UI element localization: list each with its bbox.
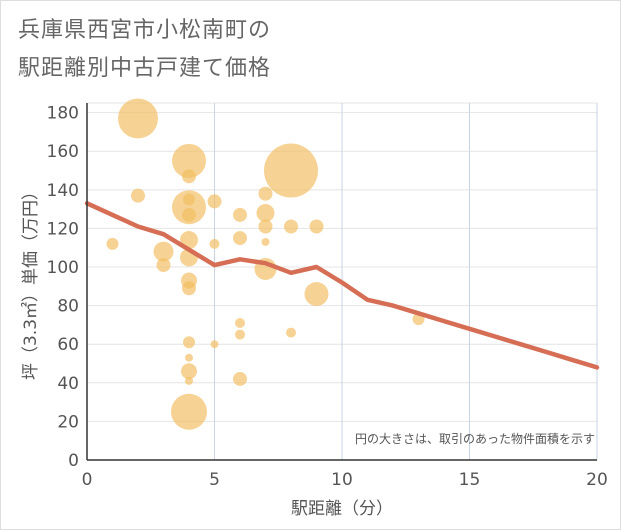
bubble: [261, 237, 270, 246]
y-tick-label: 20: [57, 412, 79, 432]
bubble: [233, 231, 247, 246]
bubble: [235, 317, 245, 328]
bubbles: [106, 98, 425, 430]
bubble: [185, 353, 193, 362]
chart-title-line1: 兵庫県西宮市小松南町の: [18, 18, 272, 43]
bubble: [171, 393, 207, 430]
bubble: [264, 143, 318, 198]
y-tick-label: 160: [47, 142, 79, 162]
bubble: [233, 371, 247, 386]
bubble: [182, 281, 196, 296]
bubble: [304, 282, 329, 307]
y-tick-label: 0: [68, 451, 79, 471]
bubble: [207, 194, 222, 209]
bubble: [181, 363, 197, 380]
bubble: [182, 169, 196, 184]
x-tick-label: 0: [82, 470, 93, 490]
chart-title-line2: 駅距離別中古戸建て価格: [18, 56, 272, 81]
x-tick-label: 15: [459, 470, 481, 490]
trend-line: [84, 201, 600, 370]
bubble: [172, 143, 206, 178]
x-tick-label: 10: [331, 470, 353, 490]
y-tick-label: 100: [47, 258, 79, 278]
bubble: [209, 238, 220, 249]
tick-labels: 0 20 40 60 80 100 120 140 160 180 0 5 10 15 20: [47, 104, 608, 490]
x-axis-label: 駅距離（分）: [291, 499, 393, 519]
bubble: [309, 219, 324, 234]
bubble: [172, 190, 206, 225]
bubble: [106, 237, 119, 250]
bubble: [183, 336, 195, 349]
y-tick-label: 120: [47, 219, 79, 239]
bubble: [156, 258, 171, 273]
bubble: [258, 219, 273, 234]
x-tick-label: 20: [586, 470, 608, 490]
y-tick-label: 180: [47, 104, 79, 124]
trend-line-group: [84, 201, 600, 370]
bubble: [233, 207, 247, 222]
y-axis-label: 坪（3.3㎡）単価（万円）: [21, 183, 41, 380]
bubble: [185, 376, 193, 385]
bubble: [210, 340, 219, 349]
bubble: [258, 186, 273, 201]
axes: [86, 103, 597, 461]
y-tick-label: 40: [57, 374, 79, 394]
y-tick-label: 60: [57, 335, 79, 355]
size-note: 円の大きさは、取引のあった物件面積を示す: [355, 431, 595, 446]
bubble: [235, 329, 245, 340]
bubble: [118, 98, 158, 139]
x-tick-label: 5: [209, 470, 220, 490]
bubble: [182, 207, 196, 222]
bubble: [153, 241, 174, 262]
y-tick-label: 140: [47, 181, 79, 201]
bubble: [256, 203, 275, 222]
y-tick-label: 80: [57, 297, 79, 317]
bubble: [284, 219, 298, 234]
bubble: [131, 188, 145, 203]
bubble: [286, 327, 296, 338]
